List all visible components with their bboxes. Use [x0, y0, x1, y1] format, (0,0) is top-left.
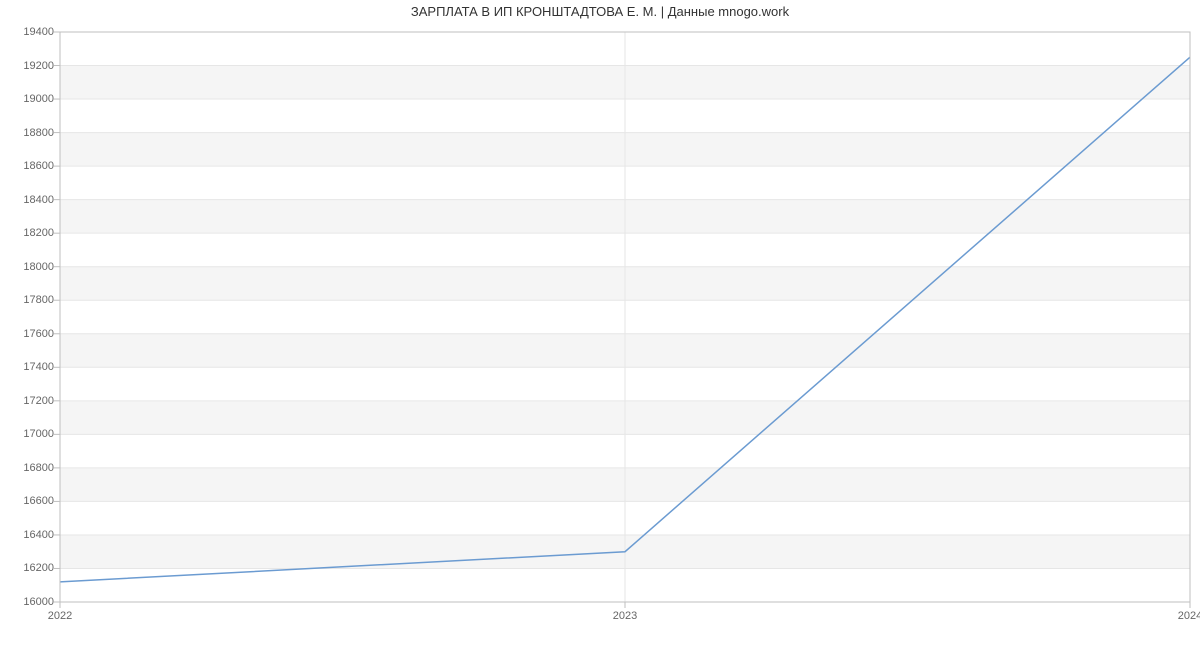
ytick-label: 19000	[0, 93, 60, 105]
ytick-label: 18800	[0, 127, 60, 139]
ytick-label: 16000	[0, 596, 60, 608]
ytick-label: 16800	[0, 462, 60, 474]
ytick-label: 17200	[0, 395, 60, 407]
ytick-label: 18200	[0, 227, 60, 239]
chart-title: ЗАРПЛАТА В ИП КРОНШТАДТОВА Е. М. | Данны…	[0, 4, 1200, 19]
ytick-label: 19400	[0, 26, 60, 38]
ytick-label: 19200	[0, 60, 60, 72]
chart-svg	[60, 32, 1190, 602]
ytick-label: 18600	[0, 160, 60, 172]
ytick-label: 16400	[0, 529, 60, 541]
ytick-label: 18000	[0, 261, 60, 273]
ytick-label: 16600	[0, 495, 60, 507]
plot-area	[60, 32, 1190, 602]
ytick-label: 17600	[0, 328, 60, 340]
ytick-label: 16200	[0, 562, 60, 574]
xtick-label: 2022	[48, 610, 72, 622]
chart-container: ЗАРПЛАТА В ИП КРОНШТАДТОВА Е. М. | Данны…	[0, 0, 1200, 650]
xtick-label: 2023	[613, 610, 637, 622]
ytick-label: 17400	[0, 361, 60, 373]
ytick-label: 17000	[0, 428, 60, 440]
xtick-label: 2024	[1178, 610, 1200, 622]
ytick-label: 18400	[0, 194, 60, 206]
ytick-label: 17800	[0, 294, 60, 306]
